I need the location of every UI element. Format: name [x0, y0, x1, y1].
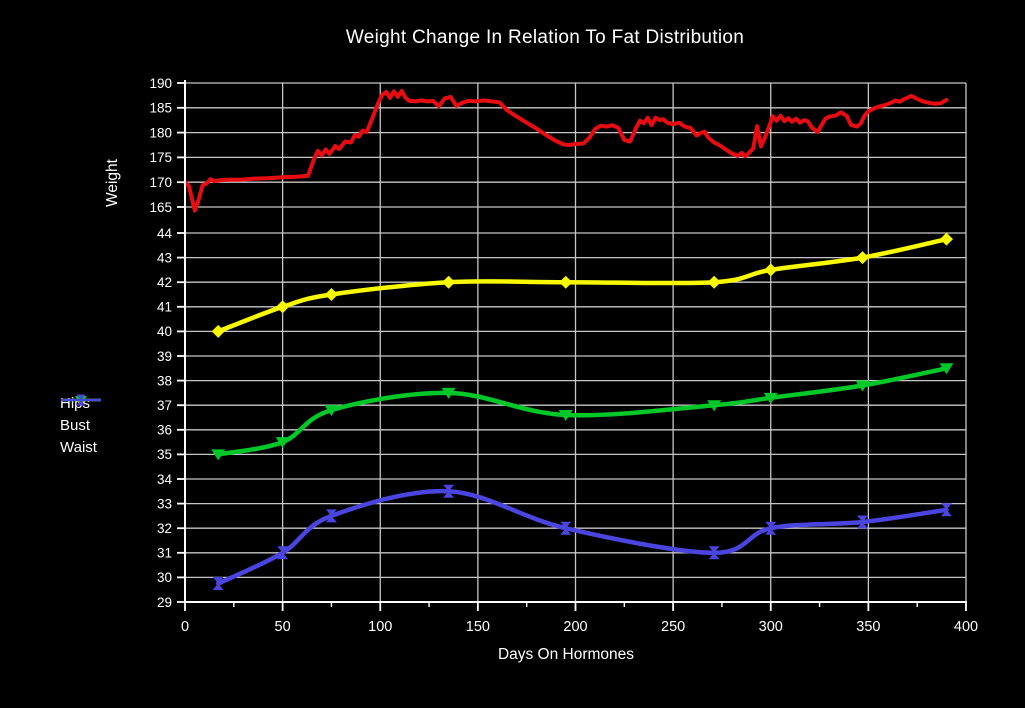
y-tick-label: 40	[157, 324, 172, 339]
marker-triangle-down-bust	[855, 380, 870, 392]
x-tick-label: 300	[759, 619, 783, 635]
y-tick-label: 31	[157, 546, 172, 561]
marker-hourglass-waist	[857, 515, 869, 529]
x-tick-label: 350	[856, 619, 880, 635]
legend-item-waist: Waist	[60, 394, 101, 458]
marker-hourglass-waist	[765, 521, 777, 535]
y-tick-label: 43	[157, 250, 172, 265]
y-tick-label: 37	[157, 398, 172, 413]
series-line-waist	[215, 488, 949, 586]
marker-hourglass-waist	[560, 521, 572, 535]
y-tick-label: 41	[157, 300, 172, 315]
y-tick-label: 175	[149, 150, 172, 165]
marker-triangle-down-bust	[763, 392, 778, 404]
y-tick-label: 34	[157, 472, 173, 487]
y-tick-label: 42	[157, 275, 172, 290]
x-tick-label: 200	[563, 619, 587, 635]
legend-marker	[76, 394, 86, 406]
y-tick-label: 185	[149, 101, 172, 116]
y-tick-label: 35	[157, 447, 172, 462]
marker-diamond-hips	[707, 275, 721, 289]
marker-hourglass-waist	[277, 546, 289, 560]
marker-hourglass-waist	[708, 546, 720, 560]
y-axis-label: Weight	[104, 159, 121, 207]
marker-triangle-down-bust	[558, 410, 573, 422]
legend-label: Waist	[60, 438, 97, 456]
marker-diamond-hips	[442, 275, 456, 289]
x-tick-label: 250	[661, 619, 685, 635]
x-tick-label: 50	[275, 619, 291, 635]
marker-diamond-hips	[559, 275, 573, 289]
marker-triangle-down-bust	[211, 449, 226, 461]
y-tick-label: 36	[157, 423, 172, 438]
x-tick-label: 0	[181, 619, 189, 635]
legend-swatch-hourglass-icon	[61, 394, 101, 406]
legend: Hips Bust Waist	[60, 392, 101, 458]
y-tick-label: 190	[149, 76, 172, 91]
y-tick-label: 39	[157, 349, 172, 364]
y-tick-label: 33	[157, 496, 172, 511]
marker-triangle-down-bust	[441, 387, 456, 399]
marker-triangle-down-bust	[275, 437, 290, 449]
y-tick-label: 30	[157, 570, 172, 585]
y-tick-label: 38	[157, 373, 172, 388]
marker-diamond-hips	[764, 263, 778, 277]
marker-triangle-down-bust	[707, 400, 722, 412]
marker-diamond-hips	[276, 300, 290, 314]
marker-diamond-hips	[939, 232, 953, 246]
marker-hourglass-waist	[940, 503, 952, 517]
x-tick-label: 150	[466, 619, 490, 635]
x-tick-label: 100	[368, 619, 392, 635]
legend-item-bust: Bust	[60, 396, 101, 436]
x-tick-label: 400	[954, 619, 978, 635]
y-tick-label: 180	[149, 125, 172, 140]
marker-hourglass-waist	[212, 577, 224, 591]
series-line-hips	[215, 236, 949, 334]
marker-diamond-hips	[856, 251, 870, 265]
y-tick-label: 32	[157, 521, 172, 536]
chart-title: Weight Change In Relation To Fat Distrib…	[345, 27, 745, 48]
y-tick-label: 44	[157, 226, 173, 241]
marker-triangle-down-bust	[939, 363, 954, 375]
series-line-weight	[183, 88, 949, 213]
marker-hourglass-waist	[325, 509, 337, 523]
marker-diamond-hips	[324, 288, 338, 301]
y-tick-label: 165	[149, 200, 172, 215]
marker-triangle-down-bust	[324, 405, 339, 417]
marker-hourglass-waist	[443, 484, 455, 498]
y-tick-label: 170	[149, 175, 172, 190]
legend-label: Bust	[60, 416, 91, 434]
marker-diamond-hips	[211, 324, 225, 338]
y-tick-label: 29	[157, 595, 172, 610]
x-axis-label: Days On Hormones	[497, 646, 635, 663]
